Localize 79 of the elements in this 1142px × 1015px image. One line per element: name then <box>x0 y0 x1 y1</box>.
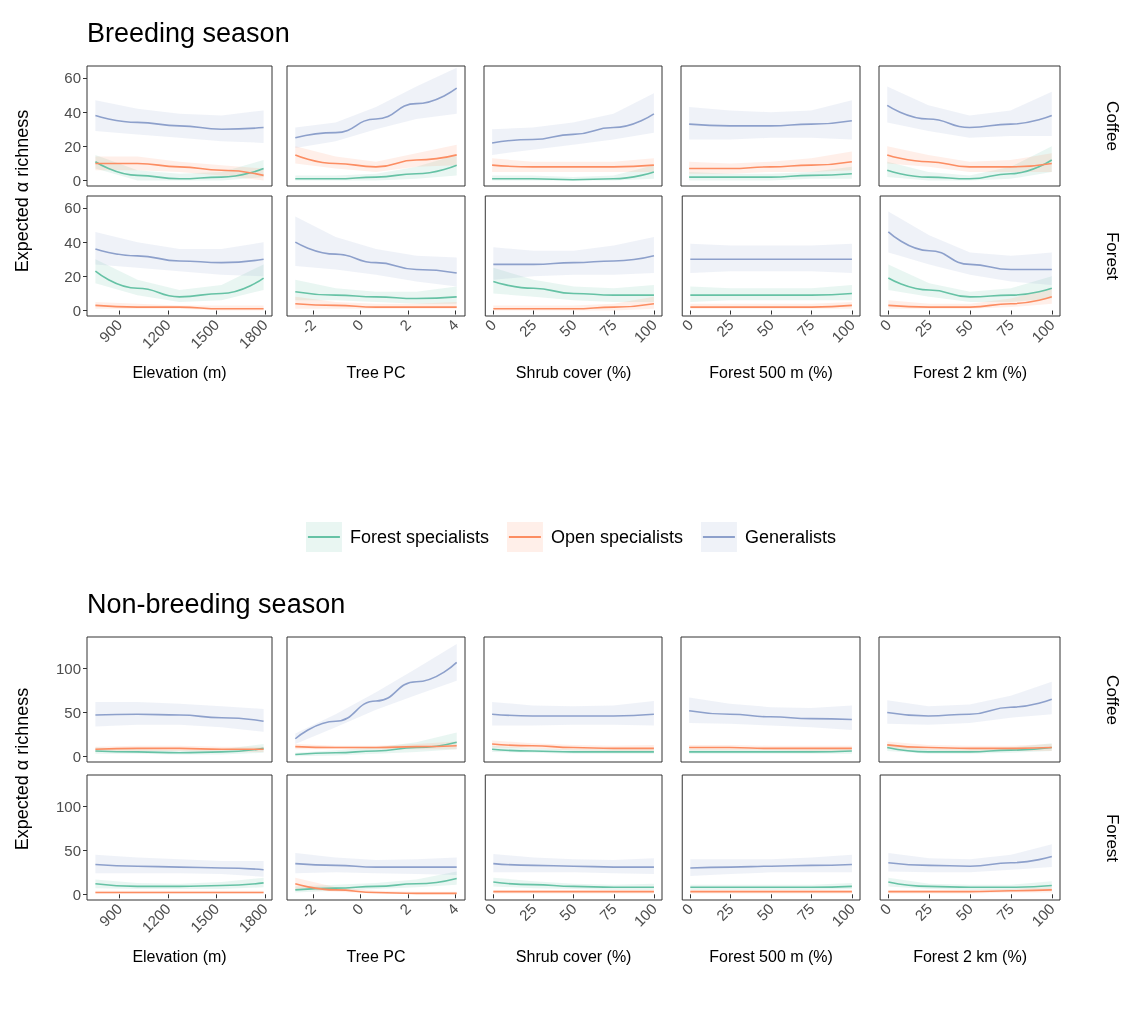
chart-title: Breeding season <box>87 18 290 49</box>
text: Forest <box>1102 813 1122 862</box>
x-axis-title: Forest 500 m (%) <box>709 363 833 381</box>
x-tick-label: 900 <box>95 315 126 346</box>
x-tick-label: 25 <box>911 899 936 924</box>
x-tick-label: 75 <box>596 899 620 924</box>
x-tick-label: 100 <box>1028 315 1058 346</box>
x-axis-title: Forest 500 m (%) <box>709 947 833 965</box>
x-tick-label: 50 <box>952 899 977 924</box>
x-tick-label: 75 <box>596 315 620 340</box>
x-tick-label: 100 <box>630 899 660 930</box>
x-tick-label: 2 <box>396 899 415 918</box>
x-axis-title: Shrub cover (%) <box>515 363 632 381</box>
y-tick-label: 50 <box>64 841 81 859</box>
line-series <box>94 114 265 131</box>
x-tick-label: 0 <box>876 899 895 918</box>
x-tick-label: 25 <box>911 315 936 340</box>
x-tick-label: 75 <box>993 315 1017 340</box>
x-tick-label: 0 <box>348 315 367 334</box>
x-tick-label: 75 <box>993 899 1017 924</box>
x-tick-label: 75 <box>793 899 818 924</box>
y-tick-label: 60 <box>64 69 81 87</box>
x-tick-label: 900 <box>95 899 126 930</box>
x-tick-label: 2 <box>396 315 415 334</box>
x-tick-label: 25 <box>515 899 540 924</box>
x-axis-title: Elevation (m) <box>132 947 227 965</box>
y-tick-label: 20 <box>64 137 81 155</box>
legend-label: Forest specialists <box>349 526 489 548</box>
x-axis-title: Forest 2 km (%) <box>913 363 1027 381</box>
x-tick-label: 50 <box>555 899 580 924</box>
y-axis-title: Expected α richness <box>11 109 33 273</box>
x-tick-label: 25 <box>515 315 540 340</box>
x-tick-label: 0 <box>481 899 500 918</box>
line-series <box>94 270 265 298</box>
x-tick-label: 0 <box>348 899 367 918</box>
x-axis-title: Forest 2 km (%) <box>913 947 1027 965</box>
text: Coffee <box>1102 101 1122 151</box>
y-tick-label: 60 <box>64 199 81 217</box>
x-tick-label: 100 <box>828 899 858 930</box>
y-tick-label: 0 <box>72 172 81 190</box>
text: Coffee <box>1102 674 1122 725</box>
x-tick-label: -2 <box>297 899 320 922</box>
x-tick-label: 50 <box>555 315 580 340</box>
y-tick-label: 0 <box>72 885 81 903</box>
x-axis-title: Tree PC <box>346 947 406 965</box>
x-tick-label: 100 <box>1028 899 1058 930</box>
x-axis-title: Shrub cover (%) <box>515 947 632 965</box>
chart-title: Non-breeding season <box>87 589 346 620</box>
y-tick-label: 100 <box>55 660 81 678</box>
x-axis-title: Elevation (m) <box>132 363 227 381</box>
x-tick-label: 50 <box>753 315 778 340</box>
x-tick-label: 0 <box>481 315 500 334</box>
x-tick-label: 25 <box>712 315 737 340</box>
x-tick-label: 100 <box>630 315 660 346</box>
x-tick-label: -2 <box>297 315 320 338</box>
y-tick-label: 20 <box>64 267 81 285</box>
x-tick-label: 50 <box>952 315 977 340</box>
x-tick-label: 25 <box>712 899 737 924</box>
x-tick-label: 100 <box>828 315 858 346</box>
x-tick-label: 0 <box>678 315 697 334</box>
legend-label: Open specialists <box>550 526 684 548</box>
y-tick-label: 40 <box>64 233 81 251</box>
line-series <box>94 248 265 264</box>
x-tick-label: 0 <box>876 315 895 334</box>
x-tick-label: 4 <box>443 899 462 918</box>
y-tick-label: 0 <box>72 747 81 765</box>
legend-label: Generalists <box>745 526 837 548</box>
y-tick-label: 40 <box>64 103 81 121</box>
line-series <box>94 713 265 723</box>
text: Forest <box>1102 231 1122 281</box>
y-tick-label: 50 <box>64 703 81 721</box>
x-axis-title: Tree PC <box>346 363 406 381</box>
x-tick-label: 75 <box>793 315 818 340</box>
x-tick-label: 50 <box>753 899 778 924</box>
y-axis-title: Expected α richness <box>11 687 33 850</box>
x-tick-label: 4 <box>443 315 462 334</box>
y-tick-label: 100 <box>55 798 81 816</box>
x-tick-label: 0 <box>678 899 697 918</box>
y-tick-label: 0 <box>72 302 81 320</box>
